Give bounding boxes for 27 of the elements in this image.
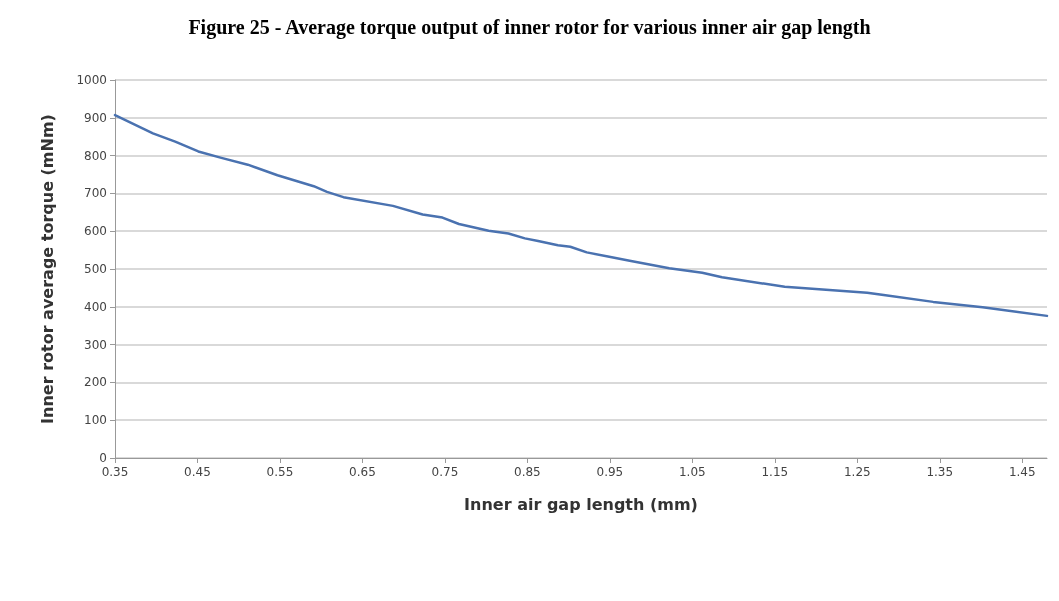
y-tick-label: 600 xyxy=(84,224,107,239)
x-tick-label: 1.35 xyxy=(926,465,954,479)
y-tick-label: 800 xyxy=(84,148,107,163)
x-tick-label: 0.95 xyxy=(596,465,624,479)
y-tick-label: 900 xyxy=(84,110,107,125)
x-tick-label: 0.45 xyxy=(184,465,211,479)
x-tick-label: 1.45 xyxy=(1008,465,1036,479)
x-tick-label: 0.65 xyxy=(349,465,376,479)
x-tick-label: 1.15 xyxy=(761,465,789,479)
y-tick-label: 100 xyxy=(84,413,107,428)
x-tick-label: 0.55 xyxy=(266,465,294,479)
y-tick-label: 0 xyxy=(99,451,107,465)
y-tick-label: 1000 xyxy=(76,73,107,87)
x-axis-title: Inner air gap length (mm) xyxy=(464,494,698,514)
y-tick-label: 200 xyxy=(84,375,107,390)
x-tick-label: 0.85 xyxy=(514,465,541,479)
x-tick-label: 1.25 xyxy=(843,465,871,479)
x-tick-label: 1.05 xyxy=(678,465,706,479)
y-axis-title: Inner rotor average torque (mNm) xyxy=(37,114,57,424)
y-tick-label: 700 xyxy=(84,186,107,201)
x-tick-label: 0.75 xyxy=(431,465,459,479)
x-tick-label: 0.35 xyxy=(101,465,129,479)
y-tick-label: 300 xyxy=(84,337,107,352)
y-tick-label: 500 xyxy=(84,262,107,276)
line-series xyxy=(113,113,1049,318)
chart-title: Figure 25 - Average torque output of inner rotor for various inner air gap length xyxy=(188,16,871,39)
y-tick-label: 400 xyxy=(84,299,107,314)
